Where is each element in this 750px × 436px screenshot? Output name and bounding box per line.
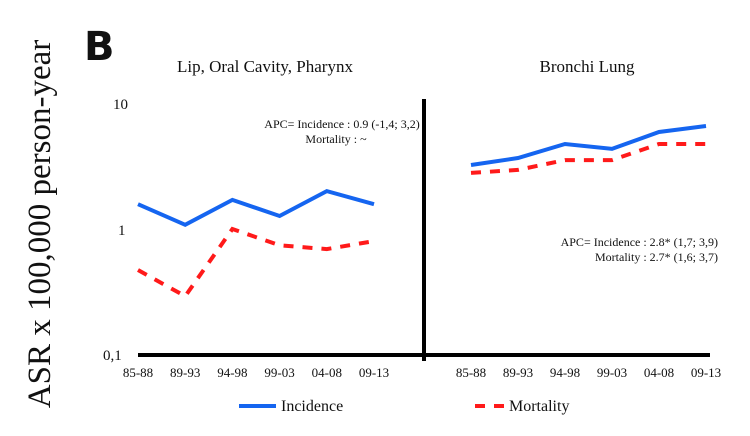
- annotation-right-line2: Mortality : 2.7* (1,6; 3,7): [595, 250, 718, 264]
- x-tick-label: 89-93: [503, 365, 533, 380]
- annotation-left-line1: APC= Incidence : 0.9 (-1,4; 3,2): [264, 117, 419, 131]
- legend-mortality-label: Mortality: [509, 398, 569, 415]
- left-mortality-line: [137, 226, 375, 299]
- x-tick-label: 85-88: [456, 365, 486, 380]
- y-tick-label: 0,1: [103, 348, 122, 364]
- annotation-left-line2: Mortality : ~: [305, 132, 367, 146]
- x-tick-label: 89-93: [170, 365, 200, 380]
- x-tick-label: 94-98: [550, 365, 580, 380]
- x-tick-label: 85-88: [123, 365, 153, 380]
- x-tick-label: 04-08: [312, 365, 342, 380]
- y-axis-label: ASR x 100,000 person-year: [22, 40, 58, 408]
- x-tick-labels-left: 85-88 89-93 94-98 99-03 04-08 09-13: [123, 365, 389, 380]
- left-incidence-line: [137, 188, 375, 228]
- annotation-right-line1: APC= Incidence : 2.8* (1,7; 3,9): [561, 235, 718, 249]
- y-tick-label: 1: [118, 223, 126, 239]
- x-tick-label: 09-13: [691, 365, 721, 380]
- panel-letter: B: [84, 24, 115, 70]
- x-tick-label: 99-03: [597, 365, 627, 380]
- legend: Incidence Mortality: [239, 398, 569, 415]
- panel-title-right: Bronchi Lung: [540, 57, 635, 76]
- panel-title-left: Lip, Oral Cavity, Pharynx: [177, 57, 353, 76]
- right-incidence-line: [470, 124, 707, 167]
- right-mortality-line: [470, 142, 706, 175]
- x-tick-label: 99-03: [264, 365, 294, 380]
- x-tick-label: 04-08: [644, 365, 674, 380]
- y-tick-label: 10: [113, 97, 128, 113]
- x-tick-labels-right: 85-88 89-93 94-98 99-03 04-08 09-13: [456, 365, 721, 380]
- legend-incidence-label: Incidence: [281, 398, 343, 415]
- x-tick-label: 09-13: [359, 365, 389, 380]
- series-layer: [137, 124, 707, 299]
- x-tick-label: 94-98: [217, 365, 247, 380]
